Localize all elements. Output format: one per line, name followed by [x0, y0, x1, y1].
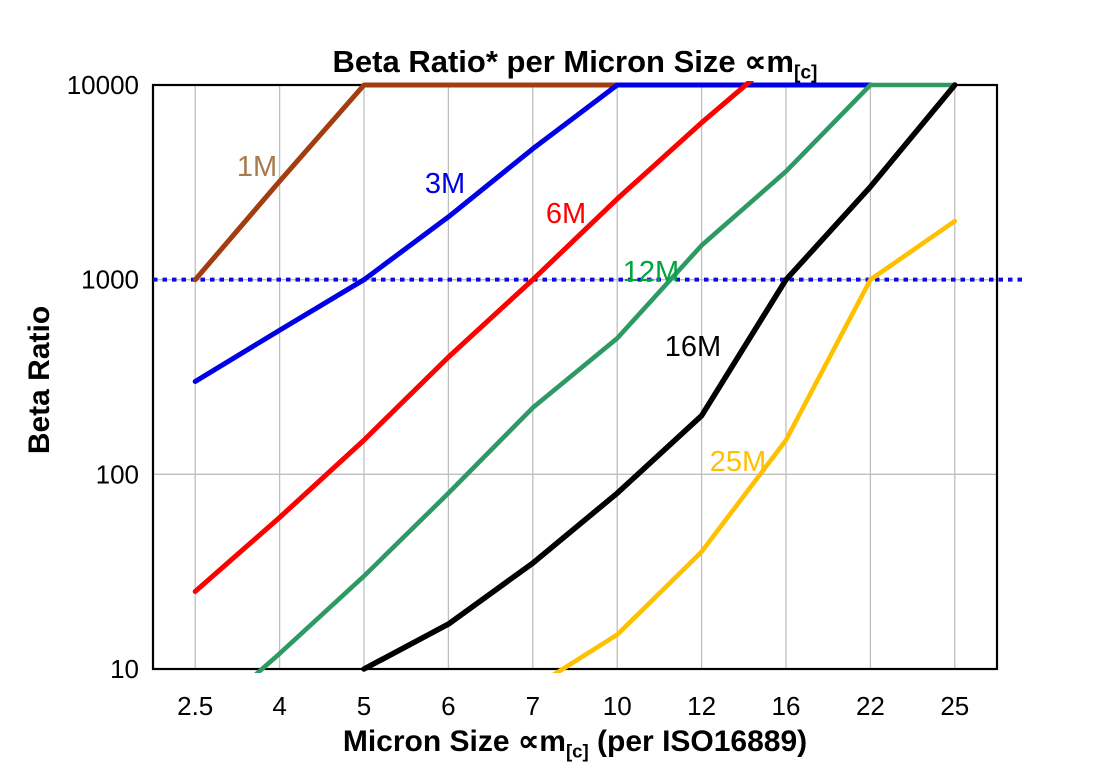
x-tick-label-25: 25	[940, 691, 969, 721]
x-tick-label-10: 10	[603, 691, 632, 721]
series-label-1m: 1M	[237, 151, 277, 183]
chart-title: Beta Ratio* per Micron Size ∝m[c]	[133, 44, 1017, 85]
series-label-16m: 16M	[665, 331, 721, 363]
y-tick-label-100: 100	[96, 459, 139, 489]
x-tick-label-2.5: 2.5	[177, 691, 213, 721]
series-line-3m	[192, 82, 873, 384]
x-tick-label-22: 22	[856, 691, 885, 721]
x-axis-title-symbol: ∝m	[517, 725, 566, 758]
y-tick-label-10: 10	[110, 654, 139, 684]
x-axis-title-text: Micron Size	[342, 725, 518, 758]
series-lines	[192, 81, 958, 673]
series-label-12m: 12M	[623, 256, 679, 288]
x-tick-label-12: 12	[687, 691, 716, 721]
x-tick-label-6: 6	[441, 691, 455, 721]
x-tick-label-5: 5	[357, 691, 371, 721]
series-label-25m: 25M	[710, 446, 766, 478]
series-line-1m	[192, 82, 620, 283]
series-label-3m: 3M	[425, 168, 465, 200]
x-tick-label-4: 4	[272, 691, 286, 721]
x-axis-title-suffix: (per ISO16889)	[588, 725, 808, 758]
series-line-25m	[552, 218, 958, 673]
x-tick-label-7: 7	[526, 691, 540, 721]
series-label-6m: 6M	[546, 198, 586, 230]
chart-title-subscript: [c]	[793, 62, 818, 84]
series-line-6m	[192, 81, 755, 594]
series-line-12m	[253, 82, 958, 673]
chart-title-text: Beta Ratio* per Micron Size	[332, 44, 745, 79]
x-tick-label-16: 16	[772, 691, 801, 721]
y-tick-label-10000: 10000	[67, 70, 139, 100]
y-tick-label-1000: 1000	[81, 265, 139, 295]
x-axis-title-subscript: [c]	[565, 740, 589, 762]
chart-title-symbol: ∝m	[744, 44, 794, 79]
x-axis-title: Micron Size ∝m[c] (per ISO16889)	[133, 724, 1017, 763]
series-line-16m	[361, 82, 958, 672]
